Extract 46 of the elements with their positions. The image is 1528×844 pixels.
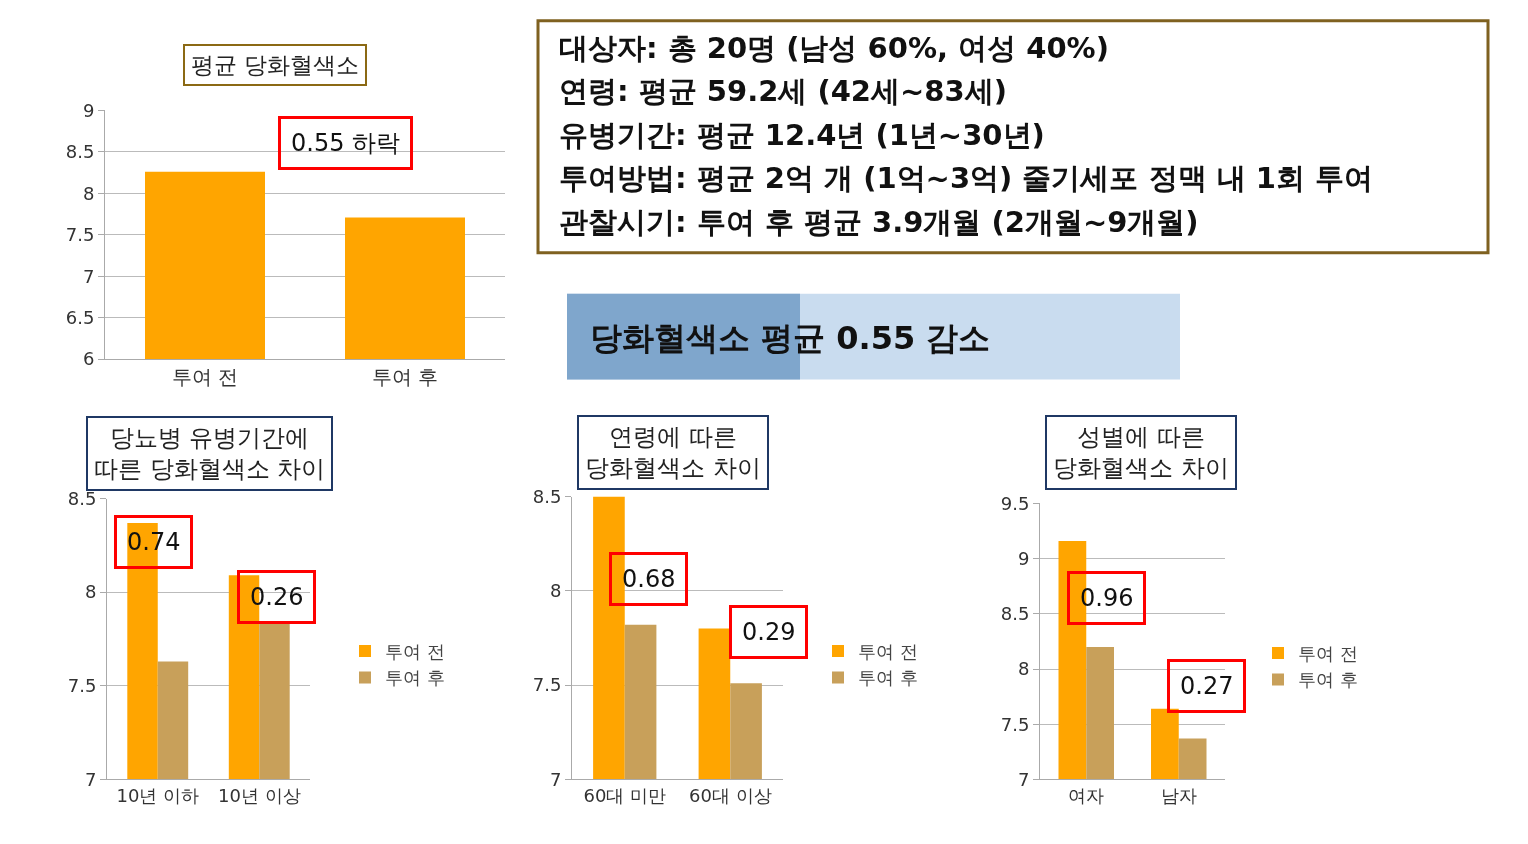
y-tick-label: 8.5 bbox=[65, 141, 95, 163]
legend-label: 투여 후 bbox=[858, 667, 918, 689]
annotation: 0.29 bbox=[742, 618, 796, 646]
y-tick-label: 8.5 bbox=[532, 485, 562, 507]
y-tick-label: 7.5 bbox=[1000, 713, 1030, 735]
chart-title: 평균 당화혈색소 bbox=[191, 52, 360, 78]
y-tick-label: 8 bbox=[549, 580, 562, 602]
y-tick-label: 7 bbox=[1017, 768, 1030, 790]
x-tick-label: 여자 bbox=[1068, 784, 1105, 806]
y-tick-label: 8 bbox=[82, 182, 95, 204]
y-tick-label: 6 bbox=[82, 348, 95, 370]
x-tick-label: 60대 이상 bbox=[688, 784, 772, 806]
x-tick-label: 60대 미만 bbox=[583, 784, 667, 806]
annotation: 0.27 bbox=[1180, 672, 1234, 700]
y-tick-label: 7.5 bbox=[67, 675, 97, 697]
chart-title: 성별에 따른 당화혈색소 차이 bbox=[1053, 423, 1229, 483]
legend-label: 투여 후 bbox=[385, 667, 445, 689]
y-tick-label: 9 bbox=[82, 99, 95, 121]
text: 연령: 평균 59.2세 (42세~83세) bbox=[559, 74, 1007, 108]
y-tick-label: 6.5 bbox=[65, 306, 95, 328]
y-tick-label: 8.5 bbox=[67, 487, 97, 509]
text: 대상자: 총 20명 (남성 60%, 여성 40%) bbox=[559, 31, 1109, 65]
y-tick-label: 7 bbox=[549, 768, 562, 790]
chart-title: 연령에 따른 당화혈색소 차이 bbox=[585, 423, 761, 483]
chart-title: 당뇨병 유병기간에 따른 당화혈색소 차이 bbox=[94, 424, 326, 484]
y-tick-label: 8.5 bbox=[1000, 603, 1030, 625]
text: 관찰시기: 투여 후 평균 3.9개월 (2개월~9개월) bbox=[559, 205, 1199, 239]
text: 당화혈색소 평균 0.55 감소 bbox=[590, 319, 991, 357]
legend-label: 투여 전 bbox=[1298, 643, 1358, 664]
y-tick-label: 9 bbox=[1017, 547, 1030, 569]
annotation: 0.55 하락 bbox=[291, 129, 401, 157]
text: 투여방법: 평균 2억 개 (1억~3억) 줄기세포 정맥 내 1회 투여 bbox=[559, 161, 1373, 195]
y-tick-label: 7 bbox=[84, 768, 97, 790]
legend-label: 투여 후 bbox=[1298, 669, 1358, 691]
x-tick-label: 10년 이하 bbox=[116, 784, 200, 806]
y-tick-label: 9.5 bbox=[1000, 492, 1030, 514]
y-tick-label: 7.5 bbox=[65, 224, 95, 246]
y-tick-label: 8 bbox=[84, 581, 97, 603]
x-tick-label: 남자 bbox=[1160, 784, 1197, 806]
y-tick-label: 8 bbox=[1017, 658, 1030, 680]
x-tick-label: 10년 이상 bbox=[217, 784, 301, 806]
legend-label: 투여 전 bbox=[385, 641, 445, 663]
legend-label: 투여 전 bbox=[858, 641, 918, 663]
y-tick-label: 7.5 bbox=[532, 674, 562, 696]
y-tick-label: 7 bbox=[82, 265, 95, 287]
text: 유병기간: 평균 12.4년 (1년~30년) bbox=[559, 118, 1045, 152]
